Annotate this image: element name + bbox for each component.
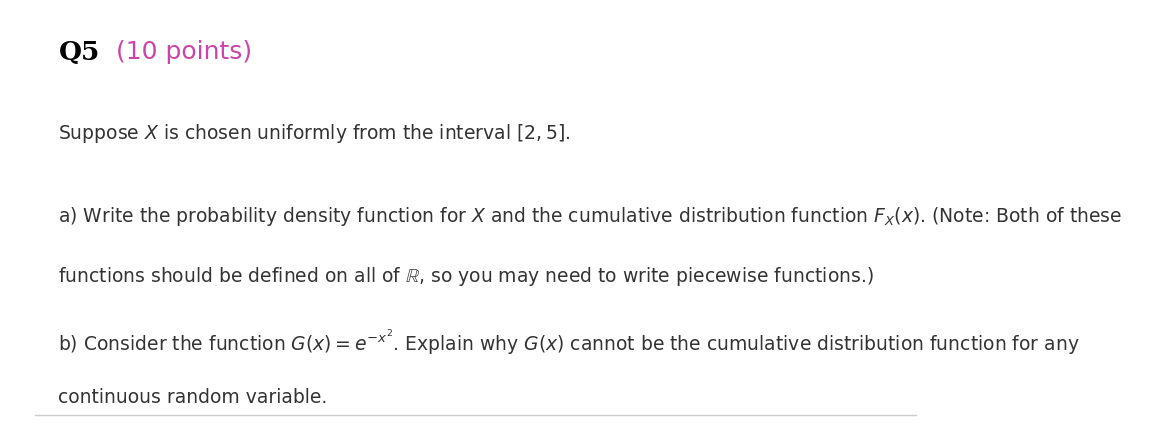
Text: functions should be defined on all of $\mathbb{R}$, so you may need to write pie: functions should be defined on all of $\… — [58, 265, 875, 288]
Text: b) Consider the function $G(x) = e^{-x^2}$. Explain why $G(x)$ cannot be the cum: b) Consider the function $G(x) = e^{-x^2… — [58, 328, 1080, 357]
Text: a) Write the probability density function for $X$ and the cumulative distributio: a) Write the probability density functio… — [58, 205, 1122, 228]
Text: (10 points): (10 points) — [108, 40, 252, 64]
Text: continuous random variable.: continuous random variable. — [58, 388, 328, 407]
Text: Q5: Q5 — [58, 40, 100, 65]
Text: Suppose $X$ is chosen uniformly from the interval $[2, 5]$.: Suppose $X$ is chosen uniformly from the… — [58, 122, 571, 145]
